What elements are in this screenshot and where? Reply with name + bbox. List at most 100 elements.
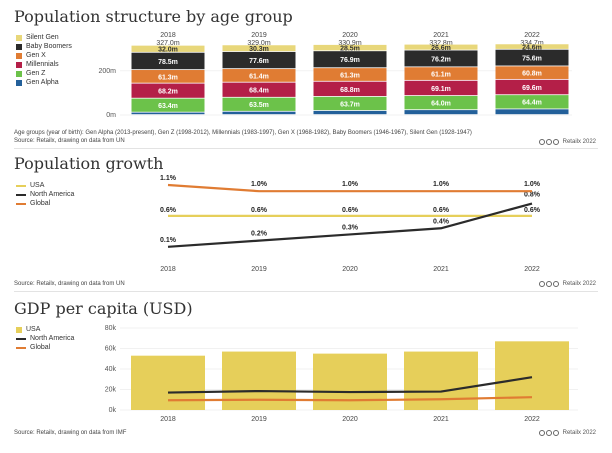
bar-segment xyxy=(131,70,205,83)
data-label: 68.8m xyxy=(340,87,360,94)
y-tick-label: 0m xyxy=(106,112,116,119)
bar-segment xyxy=(404,67,478,80)
data-label: 61.4m xyxy=(249,73,269,80)
by-icon xyxy=(545,281,552,287)
year-label: 2020 xyxy=(342,32,358,39)
gdp-legend: USA North America Global xyxy=(16,325,74,352)
data-label: 0.6% xyxy=(251,207,268,214)
bar-segment xyxy=(404,110,478,115)
gdp-bar xyxy=(495,341,569,410)
data-label: 69.6m xyxy=(522,85,542,92)
series-line xyxy=(167,183,532,193)
bar-segment xyxy=(495,66,569,79)
x-tick-label: 2022 xyxy=(524,266,540,273)
legend-item-global: Global xyxy=(16,343,74,352)
data-label: 77.6m xyxy=(249,58,269,65)
bar-segment xyxy=(313,51,387,68)
bar-segment xyxy=(404,50,478,67)
data-label: 1.0% xyxy=(524,181,541,188)
nd-icon xyxy=(552,139,559,145)
data-label: 61.1m xyxy=(431,72,451,79)
legend-line xyxy=(16,184,26,187)
series-line xyxy=(167,376,533,394)
bar-segment xyxy=(313,96,387,111)
gdp-bar xyxy=(404,351,478,410)
data-label: 63.4m xyxy=(158,103,178,110)
credit-badge: Retailx 2022 xyxy=(538,430,596,436)
x-tick-label: 2019 xyxy=(251,416,267,423)
legend-swatch xyxy=(16,34,22,41)
by-icon xyxy=(545,139,552,145)
gdp-per-capita-title: GDP per capita (USD) xyxy=(14,299,193,318)
bar-segment xyxy=(495,44,569,49)
data-label: 69.1m xyxy=(431,86,451,93)
by-icon xyxy=(545,430,552,436)
x-tick-label: 2020 xyxy=(342,266,358,273)
credit-badge: Retailx 2022 xyxy=(538,281,596,287)
legend-swatch xyxy=(16,52,22,59)
y-tick-label: 0k xyxy=(109,407,117,414)
bar-segment xyxy=(404,95,478,110)
gdp-source: Source: Retailx, drawing on data from IM… xyxy=(14,430,127,436)
year-label: 2022 xyxy=(524,32,540,39)
x-tick-label: 2018 xyxy=(160,266,176,273)
bar-segment xyxy=(313,81,387,97)
population-growth-legend: USA North America Global xyxy=(16,181,74,208)
credit-text: Retailx 2022 xyxy=(562,139,596,145)
legend-item-gen-alpha: Gen Alpha xyxy=(16,78,72,87)
legend-item-gen-x: Gen X xyxy=(16,51,72,60)
bar-segment xyxy=(131,98,205,112)
legend-swatch xyxy=(16,61,22,68)
gdp-bar xyxy=(131,355,205,410)
data-label: 75.6m xyxy=(522,56,542,63)
cc-icon xyxy=(538,430,545,436)
legend-line xyxy=(16,337,26,340)
x-tick-label: 2021 xyxy=(433,266,449,273)
x-tick-label: 2018 xyxy=(160,416,176,423)
data-label: 63.5m xyxy=(249,102,269,109)
total-label: 329.0m xyxy=(247,40,271,47)
population-growth-chart: 2018 2019 2020 2021 2022 0.6% 0.6% 0.6% 0.6% 0.6%… xyxy=(160,175,541,273)
credit-text: Retailx 2022 xyxy=(562,281,596,287)
data-label: 1.0% xyxy=(251,181,268,188)
legend-item-silent-gen: Silent Gen xyxy=(16,33,72,42)
data-label: 0.4% xyxy=(433,218,450,225)
data-label: 1.0% xyxy=(433,181,450,188)
legend-item-usa: USA xyxy=(16,325,74,334)
legend-item-north-america: North America xyxy=(16,190,74,199)
y-tick-label: 200m xyxy=(98,68,116,75)
data-label: 0.6% xyxy=(342,207,359,214)
data-label: 78.5m xyxy=(158,59,178,66)
legend-item-baby-boomers: Baby Boomers xyxy=(16,42,72,51)
data-label: 0.3% xyxy=(342,224,359,231)
x-tick-label: 2019 xyxy=(251,266,267,273)
data-label: 1.0% xyxy=(342,181,359,188)
bar-segment xyxy=(222,97,296,111)
credit-badge: Retailx 2022 xyxy=(538,139,596,145)
bar-segment xyxy=(131,83,205,98)
data-label: 0.2% xyxy=(251,231,268,238)
data-label: 76.2m xyxy=(431,56,451,63)
bar-segment xyxy=(222,51,296,69)
total-label: 327.0m xyxy=(156,40,180,47)
year-label: 2018 xyxy=(160,32,176,39)
data-label: 68.4m xyxy=(249,88,269,95)
bar-segment xyxy=(222,69,296,82)
data-label: 0.6% xyxy=(433,207,450,214)
cc-icon xyxy=(538,281,545,287)
gdp-bar xyxy=(222,351,296,410)
legend-swatch xyxy=(16,43,22,50)
data-label: 68.2m xyxy=(158,89,178,96)
data-label: 76.9m xyxy=(340,57,360,64)
bar-segment xyxy=(495,109,569,115)
bar-segment xyxy=(222,111,296,115)
x-tick-label: 2022 xyxy=(524,416,540,423)
bar-segment xyxy=(495,79,569,95)
y-tick-label: 60k xyxy=(105,346,117,353)
data-label: 63.7m xyxy=(340,101,360,108)
year-label: 2019 xyxy=(251,32,267,39)
x-tick-label: 2020 xyxy=(342,416,358,423)
data-label: 1.1% xyxy=(160,175,177,182)
